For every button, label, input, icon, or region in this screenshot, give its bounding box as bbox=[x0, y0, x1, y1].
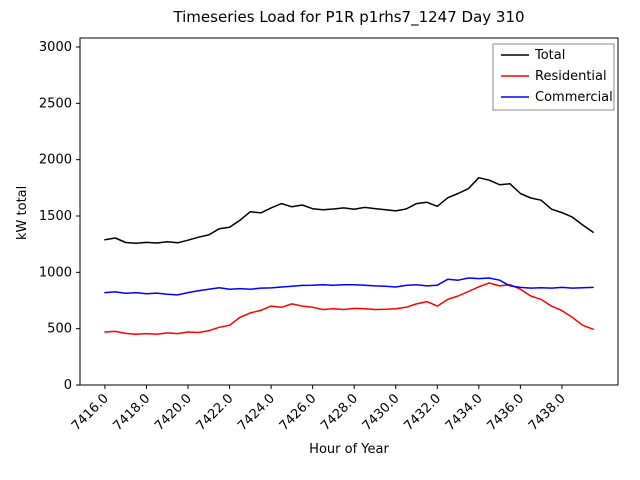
x-tick-label: 7430.0 bbox=[360, 391, 403, 434]
legend-label-total: Total bbox=[534, 48, 565, 63]
x-axis-label: Hour of Year bbox=[309, 442, 389, 457]
x-tick-label: 7416.0 bbox=[69, 391, 112, 434]
y-tick-label: 500 bbox=[47, 322, 72, 337]
x-tick-label: 7426.0 bbox=[277, 391, 320, 434]
x-tick-label: 7418.0 bbox=[111, 391, 154, 434]
series-line-residential bbox=[104, 282, 594, 336]
x-tick-label: 7420.0 bbox=[152, 391, 195, 434]
x-tick-label: 7438.0 bbox=[526, 391, 569, 434]
x-tick-label: 7424.0 bbox=[235, 391, 278, 434]
x-tick-label: 7428.0 bbox=[318, 391, 361, 434]
legend-label-residential: Residential bbox=[535, 69, 607, 84]
axes-frame bbox=[79, 37, 619, 386]
chart-title: Timeseries Load for P1R p1rhs7_1247 Day … bbox=[173, 8, 525, 26]
x-tick-label: 7436.0 bbox=[484, 391, 527, 434]
y-tick-label: 2000 bbox=[39, 153, 72, 168]
x-tick-label: 7422.0 bbox=[194, 391, 237, 434]
y-tick-label: 2500 bbox=[39, 96, 72, 111]
y-tick-label: 1500 bbox=[39, 209, 72, 224]
y-tick-label: 1000 bbox=[39, 265, 72, 280]
legend-label-commercial: Commercial bbox=[535, 90, 613, 105]
series-line-commercial bbox=[104, 277, 594, 296]
y-axis-label: kW total bbox=[15, 185, 30, 240]
series-line-total bbox=[104, 176, 594, 245]
y-tick-label: 0 bbox=[64, 378, 72, 393]
y-tick-label: 3000 bbox=[39, 40, 72, 55]
x-tick-label: 7434.0 bbox=[443, 391, 486, 434]
x-tick-label: 7432.0 bbox=[401, 391, 444, 434]
